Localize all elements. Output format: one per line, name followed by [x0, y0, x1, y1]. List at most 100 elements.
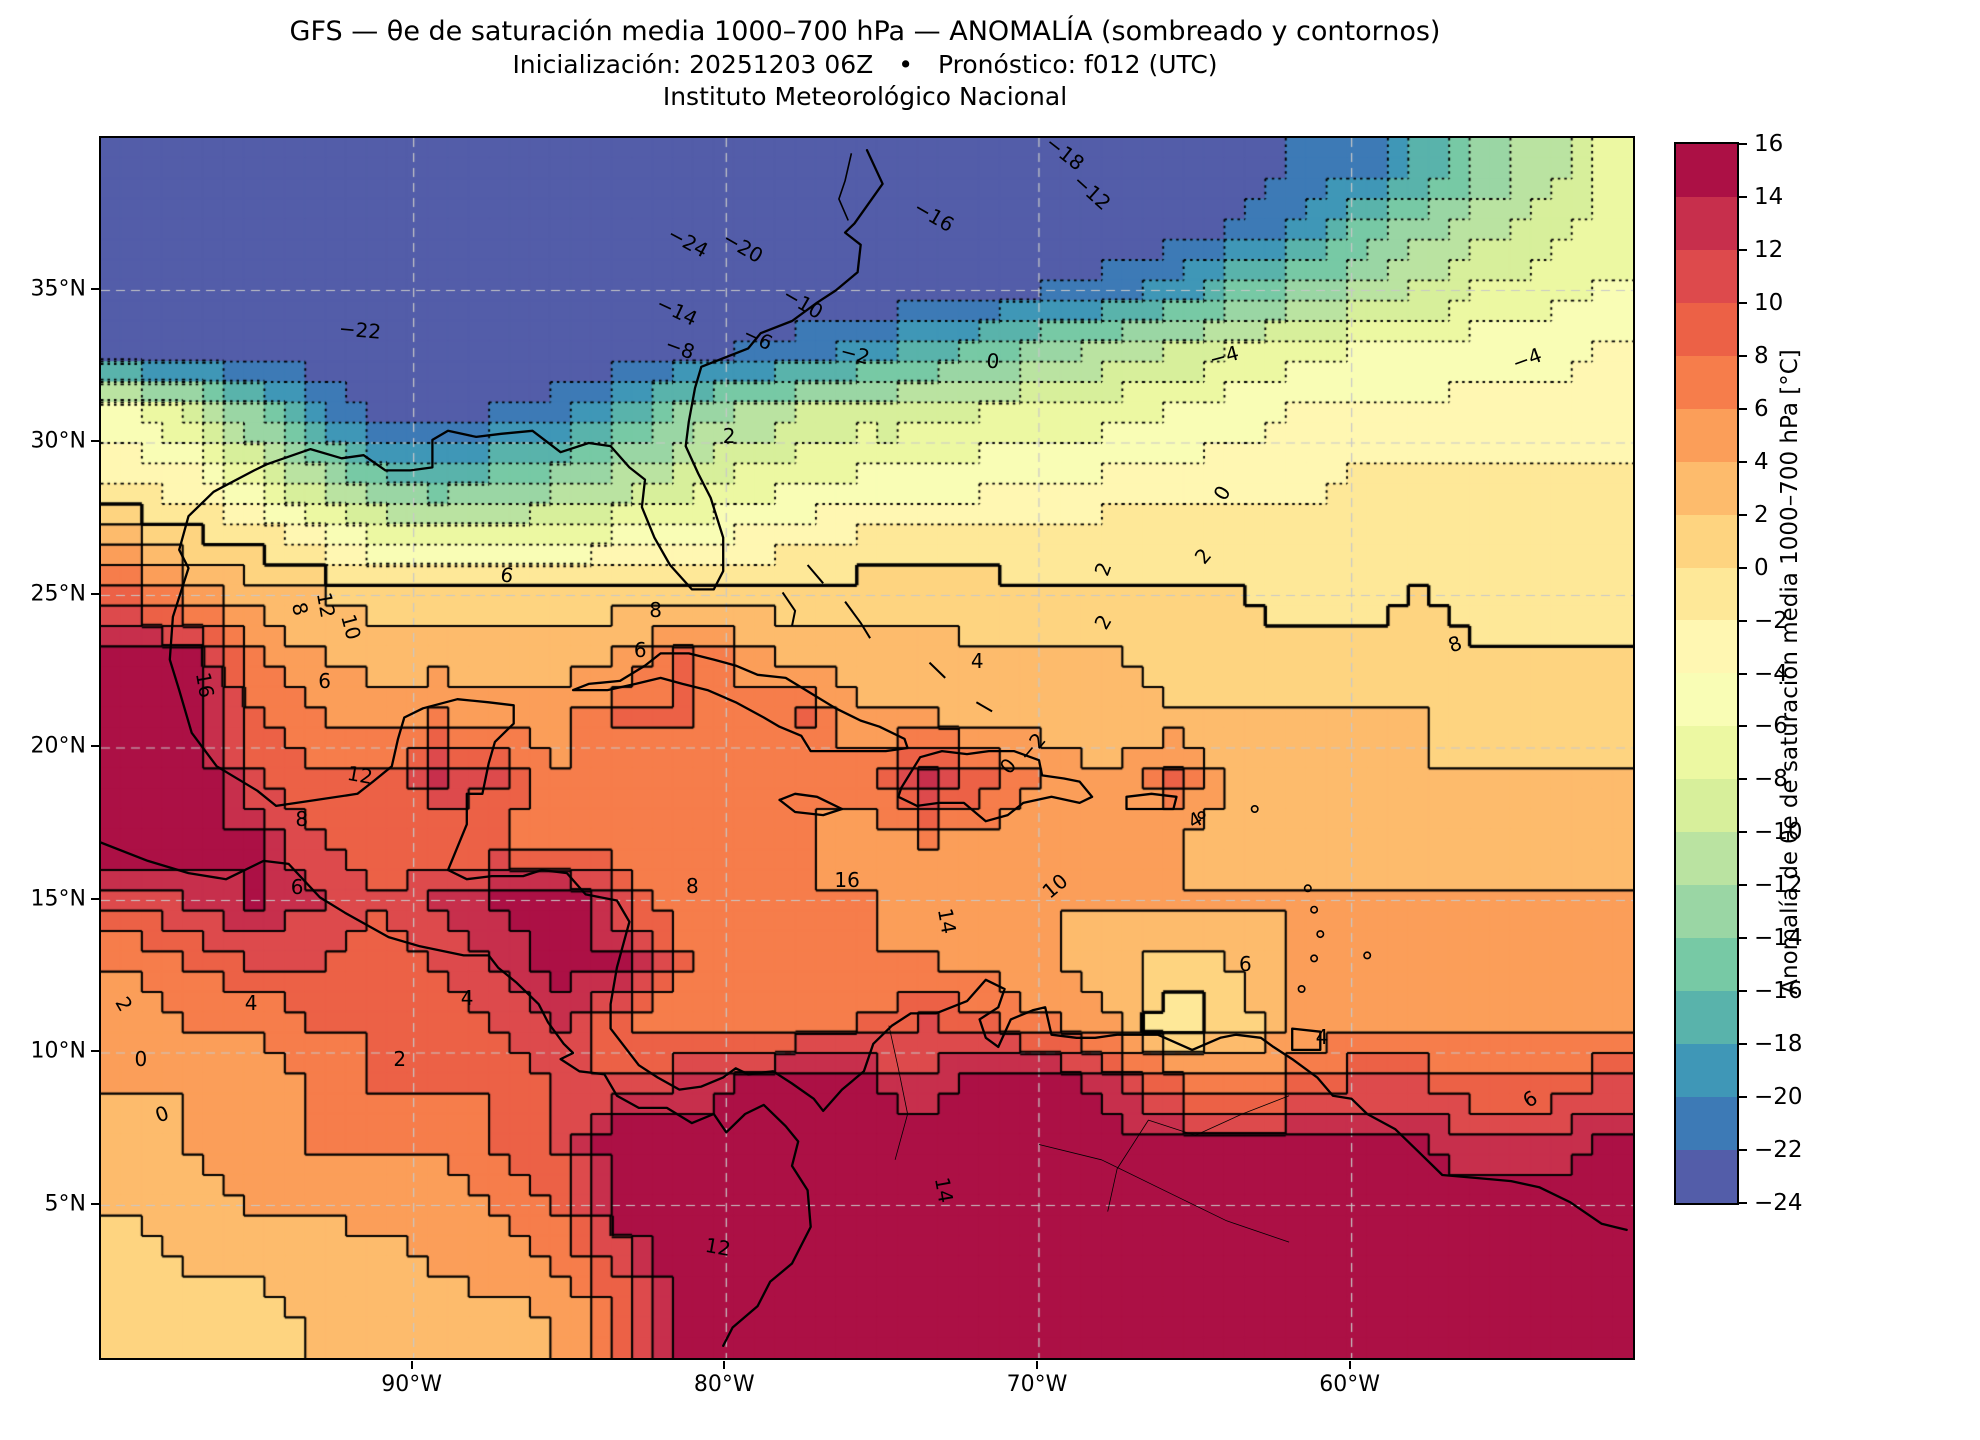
- colorbar-tick-mark: [1739, 195, 1747, 198]
- lat-tick-label: 30°N: [30, 428, 86, 454]
- contour-label: 8: [295, 806, 309, 831]
- lat-tick-mark: [91, 440, 99, 442]
- lon-tick-label: 70°W: [1006, 1372, 1068, 1397]
- colorbar-tick-label: 10: [1754, 289, 1784, 316]
- lat-tick-label: 15°N: [30, 886, 86, 911]
- lon-tick-mark: [1348, 1361, 1351, 1369]
- contour-label: 10: [335, 611, 366, 643]
- colorbar-tick-label: −20: [1754, 1084, 1803, 1111]
- colorbar-tick-mark: [1739, 1043, 1747, 1046]
- colorbar-tick-label: 4: [1754, 448, 1769, 475]
- anomaly-shading-canvas: [101, 138, 1633, 1358]
- colorbar-tick-mark: [1739, 937, 1747, 940]
- colorbar-segment: [1676, 408, 1737, 462]
- colorbar-segment: [1676, 355, 1737, 409]
- colorbar-segment: [1676, 938, 1737, 991]
- contour-label: 6: [633, 638, 647, 663]
- lat-tick-mark: [91, 1050, 99, 1052]
- figure-institution: Instituto Meteorológico Nacional: [662, 82, 1068, 111]
- colorbar-segment: [1676, 1043, 1737, 1097]
- colorbar-tick-label: 12: [1754, 236, 1784, 263]
- contour-label: 14: [929, 1175, 958, 1205]
- colorbar-segment: [1676, 249, 1737, 303]
- colorbar-tick-label: −16: [1754, 978, 1803, 1005]
- colorbar-tick-label: −4: [1754, 660, 1788, 687]
- colorbar: [1674, 142, 1739, 1205]
- colorbar-segment: [1676, 779, 1737, 833]
- contour-label: 8: [649, 598, 662, 623]
- colorbar-segment: [1676, 144, 1737, 197]
- colorbar-tick-label: −6: [1754, 713, 1788, 740]
- colorbar-tick-label: 16: [1754, 131, 1784, 157]
- contour-label: 12: [345, 760, 375, 789]
- lat-tick-mark: [91, 592, 99, 595]
- colorbar-segment: [1676, 302, 1737, 356]
- lon-tick-label: 80°W: [693, 1372, 755, 1397]
- lon-tick-label: 60°W: [1319, 1372, 1380, 1397]
- lat-tick-label: 5°N: [44, 1191, 86, 1216]
- contour-label: 14: [932, 906, 961, 936]
- colorbar-tick-mark: [1739, 1149, 1747, 1152]
- colorbar-tick-mark: [1739, 725, 1747, 728]
- colorbar-segment: [1676, 461, 1737, 515]
- map-plot: −18 −12 −16 −24 −20 −22 −14 −10 −8 −6 −2 0 −4 −4 2 0 2 2 1…: [99, 130, 1635, 1360]
- colorbar-tick-mark: [1739, 619, 1747, 622]
- figure-title: GFS — θe de saturación media 1000–700 hP…: [289, 16, 1441, 47]
- colorbar-tick-label: 14: [1754, 183, 1784, 210]
- colorbar-axis-label: Anomalía de θe de saturación media 1000–…: [1777, 349, 1803, 995]
- contour-label: 4: [460, 986, 474, 1011]
- lat-tick-label: 25°N: [30, 581, 86, 606]
- colorbar-segment: [1676, 885, 1737, 939]
- colorbar-segment: [1676, 1096, 1737, 1150]
- colorbar-tick-mark: [1739, 248, 1747, 251]
- colorbar-tick-label: 6: [1754, 395, 1769, 422]
- colorbar-tick-mark: [1739, 778, 1747, 781]
- lat-tick-label: 35°N: [30, 276, 86, 301]
- colorbar-tick-label: 2: [1754, 501, 1769, 528]
- contour-label: 4: [1315, 1025, 1329, 1050]
- colorbar-tick-label: −2: [1754, 607, 1788, 634]
- colorbar-tick-mark: [1739, 407, 1747, 410]
- colorbar-segment: [1676, 832, 1737, 886]
- contour-label: 8: [685, 873, 699, 898]
- contour-label: 4: [244, 990, 258, 1015]
- colorbar-tick-label: 8: [1754, 342, 1769, 369]
- colorbar-tick-mark: [1739, 566, 1747, 569]
- colorbar-tick-label: −10: [1754, 819, 1803, 846]
- colorbar-tick-mark: [1739, 513, 1747, 516]
- colorbar-tick-mark: [1739, 672, 1747, 675]
- contour-label: 2: [393, 1047, 407, 1072]
- colorbar-tick-label: −8: [1754, 766, 1788, 793]
- contour-label: 16: [834, 867, 860, 892]
- colorbar-segment: [1676, 196, 1737, 250]
- figure-subtitle: Inicialización: 20251203 06Z • Pronóstic…: [512, 50, 1218, 79]
- colorbar-tick-mark: [1739, 1202, 1747, 1204]
- contour-label: 16: [191, 669, 220, 700]
- lat-tick-label: 10°N: [30, 1038, 86, 1064]
- lon-tick-label: 90°W: [381, 1372, 443, 1397]
- colorbar-segment: [1676, 1149, 1737, 1203]
- lon-tick-mark: [1035, 1361, 1038, 1369]
- contour-label: 6: [290, 875, 304, 900]
- colorbar-segment: [1676, 620, 1737, 674]
- colorbar-tick-label: −12: [1754, 872, 1803, 899]
- contour-label: 6: [318, 668, 332, 693]
- colorbar-segment: [1676, 514, 1737, 568]
- contour-label: 6: [1239, 951, 1252, 976]
- colorbar-tick-mark: [1739, 831, 1747, 834]
- colorbar-segment: [1676, 567, 1737, 621]
- lat-tick-label: 20°N: [30, 733, 86, 759]
- contour-label: 0: [985, 348, 1000, 374]
- lat-tick-mark: [91, 1202, 99, 1205]
- colorbar-tick-label: −24: [1754, 1190, 1803, 1216]
- lat-tick-mark: [91, 287, 99, 290]
- colorbar-tick-label: −22: [1754, 1137, 1803, 1164]
- colorbar-tick-mark: [1739, 354, 1747, 357]
- colorbar-segment: [1676, 991, 1737, 1044]
- contour-label: 4: [970, 649, 984, 674]
- colorbar-tick-mark: [1739, 301, 1747, 304]
- colorbar-segment: [1676, 673, 1737, 727]
- colorbar-tick-mark: [1739, 460, 1747, 463]
- contour-label: −22: [337, 315, 382, 344]
